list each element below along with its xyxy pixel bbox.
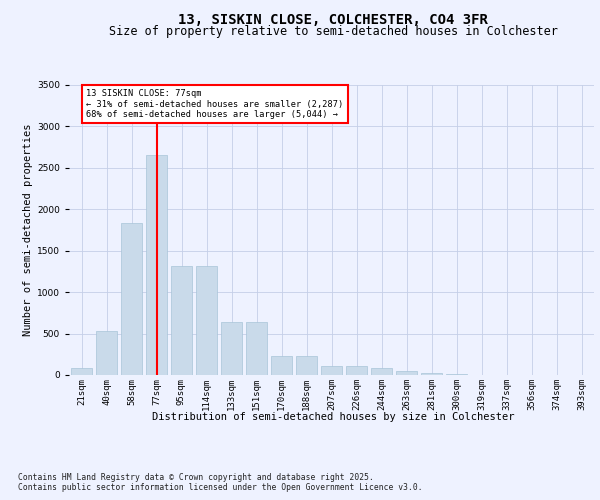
Bar bbox=[446, 374, 467, 375]
Bar bbox=[421, 372, 442, 375]
Text: Distribution of semi-detached houses by size in Colchester: Distribution of semi-detached houses by … bbox=[152, 412, 514, 422]
Bar bbox=[96, 331, 117, 375]
Bar bbox=[371, 368, 392, 375]
Y-axis label: Number of semi-detached properties: Number of semi-detached properties bbox=[23, 124, 33, 336]
Text: 13 SISKIN CLOSE: 77sqm
← 31% of semi-detached houses are smaller (2,287)
68% of : 13 SISKIN CLOSE: 77sqm ← 31% of semi-det… bbox=[86, 89, 344, 119]
Bar bbox=[71, 368, 92, 375]
Bar bbox=[246, 322, 267, 375]
Text: Size of property relative to semi-detached houses in Colchester: Size of property relative to semi-detach… bbox=[109, 25, 557, 38]
Bar bbox=[121, 222, 142, 375]
Text: Contains HM Land Registry data © Crown copyright and database right 2025.
Contai: Contains HM Land Registry data © Crown c… bbox=[18, 472, 422, 492]
Bar bbox=[146, 156, 167, 375]
Bar bbox=[196, 266, 217, 375]
Bar bbox=[221, 322, 242, 375]
Bar bbox=[396, 371, 417, 375]
Text: 13, SISKIN CLOSE, COLCHESTER, CO4 3FR: 13, SISKIN CLOSE, COLCHESTER, CO4 3FR bbox=[178, 12, 488, 26]
Bar bbox=[346, 366, 367, 375]
Bar bbox=[271, 356, 292, 375]
Bar bbox=[171, 266, 192, 375]
Bar bbox=[296, 356, 317, 375]
Bar bbox=[321, 366, 342, 375]
